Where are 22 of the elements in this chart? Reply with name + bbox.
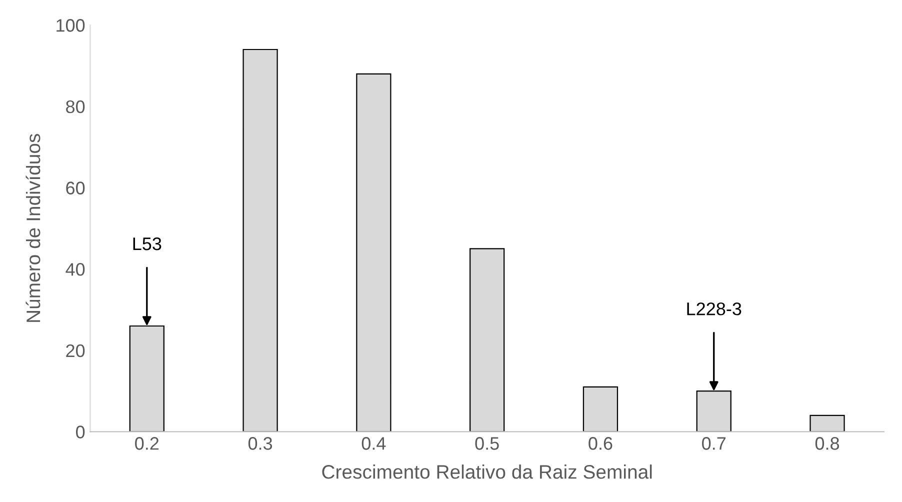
bar	[242, 48, 278, 432]
bar	[810, 414, 845, 432]
x-axis-title: Crescimento Relativo da Raiz Seminal	[322, 464, 652, 479]
y-tick-label: 20	[66, 344, 85, 358]
x-tick-label: 0.3	[248, 437, 272, 450]
bar	[582, 386, 618, 432]
y-axis-title: Número de Indivíduos	[26, 134, 40, 322]
x-tick-label: 0.6	[588, 437, 612, 450]
y-tick-label: 40	[66, 263, 85, 276]
x-tick-label: 0.5	[475, 437, 499, 450]
annotation: L228-3	[687, 302, 742, 316]
x-tick-label: 0.8	[815, 437, 840, 450]
y-tick-label: 80	[66, 100, 85, 114]
x-tick-label: 0.7	[702, 437, 726, 450]
x-tick-label: 0.2	[135, 437, 159, 450]
y-tick-label: 60	[66, 182, 85, 194]
bar	[470, 248, 505, 432]
x-tick-label: 0.4	[362, 437, 386, 450]
bar	[356, 73, 392, 432]
y-tick-label: 100	[56, 19, 85, 32]
y-tick-label: 0	[76, 426, 85, 438]
annotation: L53	[133, 237, 162, 250]
